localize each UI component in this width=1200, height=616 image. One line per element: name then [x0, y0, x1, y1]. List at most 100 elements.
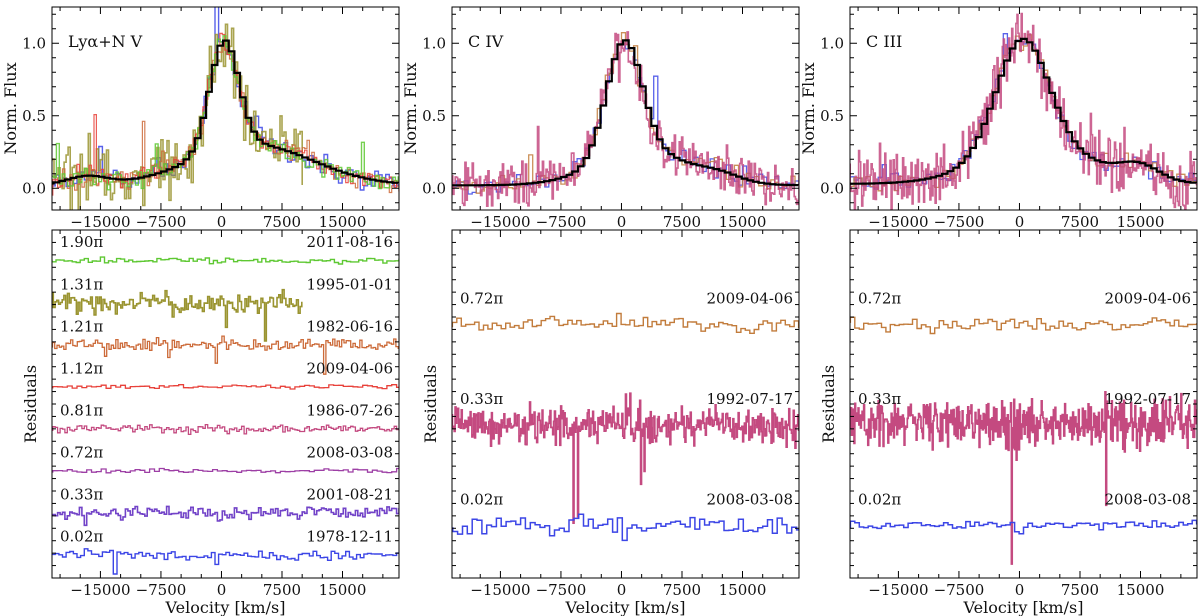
x-tick-label: −15000	[868, 581, 928, 599]
plot-area	[452, 31, 799, 207]
x-tick-label: 0	[1015, 581, 1025, 599]
x-tick-label: 7500	[1061, 581, 1099, 599]
y-axis-label: Residuals	[21, 365, 40, 443]
panel-2: −15000 −7500 0 7500 15000 0.0 0.5 1.0 C IV Norm. …	[401, 6, 800, 231]
phase-label: 0.81π	[60, 401, 103, 419]
panel-title: C IV	[468, 32, 504, 51]
x-tick-label: 0	[617, 213, 627, 231]
y-tick-label: 0.5	[422, 107, 446, 125]
y-tick-label: 1.0	[22, 34, 46, 52]
date-label: 1986-07-26	[307, 401, 393, 419]
x-tick-label: −7500	[136, 581, 187, 599]
series-model	[452, 39, 799, 187]
x-tick-label: −15000	[470, 581, 530, 599]
series-model	[52, 39, 399, 185]
residual-1986-07-26	[52, 423, 399, 436]
x-axis-label: Velocity [km/s]	[963, 598, 1084, 616]
y-tick-label: 0.5	[820, 107, 844, 125]
panel-3: −15000 −7500 0 7500 15000 0.0 0.5 1.0 C III Norm.…	[799, 6, 1198, 231]
y-axis-label: Norm. Flux	[401, 62, 420, 154]
x-tick-label: 7500	[263, 581, 301, 599]
x-tick-label: −15000	[868, 213, 928, 231]
residual-2011-08-16	[52, 256, 399, 265]
date-label: 1995-01-01	[307, 275, 393, 293]
residual-2008-03-08	[452, 513, 799, 542]
y-axis-label: Residuals	[819, 365, 838, 443]
x-tick-label: 0	[1015, 213, 1025, 231]
date-label: 1992-07-17	[707, 390, 793, 408]
series-green	[52, 35, 399, 191]
plot-area	[850, 316, 1197, 565]
x-tick-label: 0	[217, 213, 227, 231]
phase-label: 0.02π	[460, 490, 503, 508]
plot-area	[52, 7, 399, 210]
residual-1982-06-16	[52, 335, 399, 375]
date-label: 2008-03-08	[307, 444, 393, 462]
plot-area	[850, 12, 1197, 210]
axes-frame	[51, 6, 400, 211]
date-label: 2009-04-06	[1105, 290, 1191, 308]
date-label: 2009-04-06	[307, 359, 393, 377]
phase-label: 0.72π	[460, 290, 503, 308]
x-tick-label: −7500	[934, 581, 985, 599]
series-tan	[850, 34, 1197, 192]
phase-label: 1.90π	[60, 233, 103, 251]
panel-title: C III	[866, 32, 902, 51]
x-tick-label: 15000	[319, 581, 367, 599]
phase-label: 0.02π	[858, 490, 901, 508]
residual-2009-04-06	[452, 312, 799, 334]
phase-label: 0.02π	[60, 528, 103, 546]
x-tick-label: 7500	[263, 213, 301, 231]
series-olive	[52, 23, 303, 210]
residual-1992-07-17	[452, 392, 799, 525]
x-tick-label: 15000	[1117, 581, 1165, 599]
series-pink	[452, 31, 799, 207]
x-tick-label: 7500	[663, 581, 701, 599]
panel-5: 0.72π 2009-04-06 0.33π 1992-07-17 0.02π 2008-…	[421, 229, 800, 616]
x-axis-label: Velocity [km/s]	[165, 598, 286, 616]
date-label: 1992-07-17	[1105, 390, 1191, 408]
x-axis-label: Velocity [km/s]	[565, 598, 686, 616]
axes-frame	[849, 6, 1198, 211]
residual-1995-01-01	[52, 288, 303, 349]
date-label: 2009-04-06	[707, 290, 793, 308]
phase-label: 0.33π	[60, 486, 103, 504]
panel-title: Lyα+N V	[68, 32, 143, 51]
residual-2001-08-21	[52, 505, 399, 527]
plot-area	[52, 256, 399, 575]
x-tick-label: −7500	[536, 581, 587, 599]
phase-label: 1.31π	[60, 275, 103, 293]
phase-label: 1.21π	[60, 317, 103, 335]
y-axis-label: Residuals	[421, 365, 440, 443]
x-tick-label: −7500	[536, 213, 587, 231]
y-axis-label: Norm. Flux	[1, 62, 20, 154]
x-tick-label: 15000	[719, 213, 767, 231]
x-tick-label: 15000	[719, 581, 767, 599]
panel-6: 0.72π 2009-04-06 0.33π 1992-07-17 0.02π 2008-…	[819, 229, 1198, 616]
residual-2008-03-08	[52, 467, 399, 474]
date-label: 2008-03-08	[707, 490, 793, 508]
x-tick-label: 7500	[663, 213, 701, 231]
residual-2009-04-06	[52, 384, 399, 390]
x-tick-label: −7500	[934, 213, 985, 231]
date-label: 1978-12-11	[307, 528, 393, 546]
phase-label: 0.33π	[858, 390, 901, 408]
axes-frame	[451, 6, 800, 211]
date-label: 2001-08-21	[307, 486, 393, 504]
residual-1978-12-11	[52, 548, 399, 575]
y-tick-label: 1.0	[422, 34, 446, 52]
phase-label: 0.72π	[858, 290, 901, 308]
panel-1: −15000 −7500 0 7500 15000 0.0 0.5 1.0 Lyα+N V Nor…	[1, 6, 400, 231]
series-model	[850, 37, 1197, 185]
phase-label: 0.33π	[460, 390, 503, 408]
x-tick-label: 0	[217, 581, 227, 599]
date-label: 2008-03-08	[1105, 490, 1191, 508]
y-tick-label: 1.0	[820, 34, 844, 52]
date-label: 2011-08-16	[307, 233, 393, 251]
x-tick-label: 0	[617, 581, 627, 599]
residual-2009-04-06	[850, 316, 1197, 335]
y-tick-label: 0.0	[22, 179, 46, 197]
x-tick-label: −15000	[470, 213, 530, 231]
phase-label: 0.72π	[60, 444, 103, 462]
